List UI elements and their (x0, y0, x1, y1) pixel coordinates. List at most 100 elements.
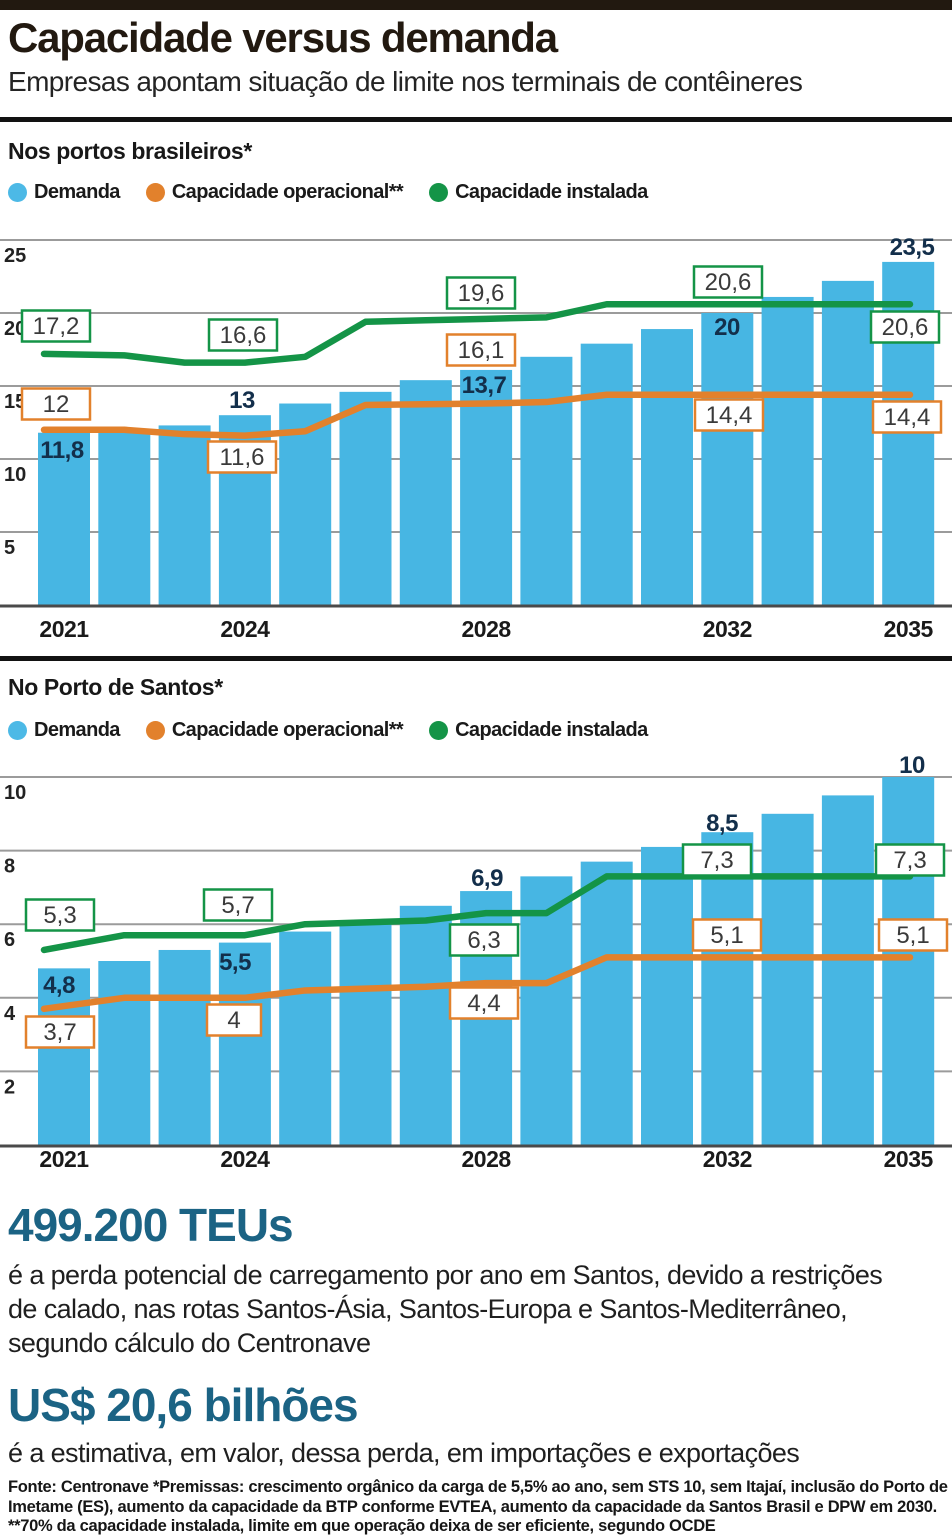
demand-value-label: 11,8 (40, 437, 84, 464)
y-tick-20: 20 (4, 318, 26, 340)
callout-value: 20,6 (882, 314, 929, 341)
y-tick-15: 15 (4, 391, 26, 413)
callout-value: 14,4 (884, 404, 931, 431)
callout-box-8 (448, 986, 520, 1020)
callout-box-10 (681, 843, 753, 877)
bar-2030 (580, 861, 633, 1145)
legend-label: Capacidade instalada (455, 180, 648, 203)
bar-2029 (520, 356, 573, 605)
callout-value: 4,4 (467, 990, 500, 1017)
x-tick-2024: 2024 (220, 616, 270, 642)
page-title: Capacidade versus demanda (8, 14, 558, 61)
legend-item-demanda: Demanda (8, 719, 120, 742)
x-tick-2021: 2021 (39, 616, 89, 642)
demand-value-label: 23,5 (890, 234, 935, 261)
instalada-dot-icon (429, 720, 449, 740)
callout-value: 17,2 (33, 313, 80, 340)
callout-value: 4 (227, 1007, 240, 1034)
demand-value-label: 13,7 (462, 372, 507, 399)
callout-value: 5,7 (221, 892, 254, 919)
stat-teus-value: 499.200 TEUs (8, 1199, 294, 1251)
callout-box-14 (871, 400, 943, 434)
demand-value-label: 13 (229, 387, 255, 414)
y-tick-25: 25 (4, 245, 26, 267)
callout-value: 5,3 (43, 902, 76, 929)
bar-2027 (399, 905, 452, 1145)
callout-value: 3,7 (43, 1019, 76, 1046)
demand-value-label: 4,8 (43, 972, 75, 999)
bar-2024 (218, 942, 271, 1145)
legend-label: Capacidade operacional** (171, 718, 404, 741)
callout-box-3 (207, 318, 279, 352)
callout-value: 6,3 (467, 927, 500, 954)
callout-box-7 (448, 923, 520, 957)
y-tick-8: 8 (4, 856, 15, 878)
demand-value-label: 8,5 (706, 810, 738, 837)
bar-2032 (701, 313, 754, 605)
callout-box-13 (874, 843, 946, 877)
callout-value: 20,6 (705, 269, 752, 296)
callout-value: 7,3 (893, 847, 926, 874)
legend-item-instalada: Capacidade instalada (429, 719, 648, 742)
callout-box-1 (20, 387, 92, 421)
callout-value: 11,6 (220, 444, 265, 471)
chart2-legend: Demanda Capacidade operacional** Capacid… (8, 718, 648, 742)
source-footnote: Fonte: Centronave *Premissas: cresciment… (8, 1478, 948, 1535)
bar-2027 (399, 380, 452, 605)
top-accent-bar (0, 0, 952, 10)
bar-2031 (641, 846, 693, 1145)
callout-box-11 (691, 918, 763, 952)
bar-2025 (279, 403, 332, 605)
x-tick-2021: 2021 (39, 1146, 89, 1172)
callout-box-0 (24, 898, 96, 932)
bar-2022 (98, 961, 151, 1145)
bar-2026 (339, 391, 392, 605)
callout-value: 19,6 (458, 280, 505, 307)
y-tick-10: 10 (4, 464, 26, 486)
x-tick-2035: 2035 (884, 1146, 934, 1172)
chart1-title: Nos portos brasileiros* (8, 138, 252, 164)
x-tick-2032: 2032 (703, 616, 752, 642)
line-capacidade-instalada (40, 300, 914, 366)
callout-box-6 (445, 276, 517, 310)
callout-value: 14,4 (706, 402, 753, 429)
page-subtitle: Empresas apontam situação de limite nos … (8, 66, 803, 97)
instalada-dot-icon (429, 182, 449, 202)
callout-box-0 (20, 309, 92, 343)
line-capacidade-operacional (40, 954, 914, 1013)
callout-box-13 (869, 310, 941, 344)
legend-label: Capacidade instalada (455, 718, 648, 741)
callout-box-3 (202, 888, 274, 922)
line-capacidade-instalada (40, 873, 914, 954)
legend-label: Capacidade operacional** (171, 180, 404, 203)
x-tick-2032: 2032 (703, 1146, 752, 1172)
legend-item-instalada: Capacidade instalada (429, 181, 648, 204)
chart1-legend: Demanda Capacidade operacional** Capacid… (8, 180, 648, 204)
callout-box-7 (445, 333, 517, 367)
bar-2021 (38, 968, 90, 1145)
bar-2022 (98, 432, 151, 605)
demand-value-label: 5,5 (219, 949, 251, 976)
callout-box-9 (692, 265, 764, 299)
bar-2035 (882, 777, 935, 1145)
callout-value: 16,1 (458, 337, 505, 364)
operacional-dot-icon (145, 720, 165, 740)
callout-value: 7,3 (700, 847, 733, 874)
demand-value-label: 6,9 (471, 865, 503, 892)
bar-2023 (158, 425, 211, 605)
callout-box-5 (205, 1003, 263, 1037)
bar-2033 (761, 296, 814, 605)
y-tick-10: 10 (4, 782, 26, 804)
y-tick-4: 4 (4, 1003, 16, 1025)
legend-label: Demanda (34, 180, 120, 203)
bar-2028 (460, 369, 513, 605)
x-tick-2024: 2024 (220, 1146, 270, 1172)
x-tick-2028: 2028 (462, 616, 512, 642)
legend-label: Demanda (34, 718, 120, 741)
bar-2021 (38, 432, 90, 605)
callout-box-5 (206, 440, 278, 474)
demand-value-label: 20 (714, 314, 740, 341)
callout-value: 16,6 (220, 322, 267, 349)
demand-value-label: 10 (899, 752, 925, 779)
